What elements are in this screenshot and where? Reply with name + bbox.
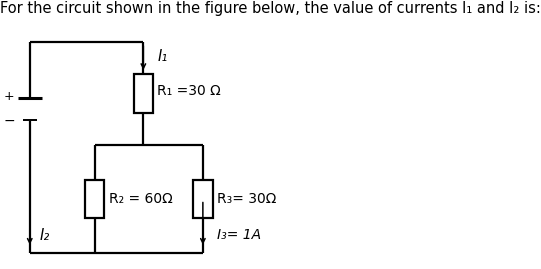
- Text: R₂ = 60Ω: R₂ = 60Ω: [109, 192, 173, 206]
- Text: I₁: I₁: [157, 49, 168, 64]
- Bar: [85, 180, 104, 218]
- Text: I₃= 1A: I₃= 1A: [217, 228, 261, 242]
- Text: R₃= 30Ω: R₃= 30Ω: [217, 192, 276, 206]
- Text: I₂: I₂: [39, 228, 50, 243]
- Text: −: −: [3, 114, 15, 128]
- Bar: [134, 74, 153, 113]
- Text: For the circuit shown in the figure below, the value of currents I₁ and I₂ is:: For the circuit shown in the figure belo…: [0, 1, 541, 16]
- Bar: [193, 180, 213, 218]
- Text: +: +: [4, 90, 15, 103]
- Text: R₁ =30 Ω: R₁ =30 Ω: [157, 84, 221, 98]
